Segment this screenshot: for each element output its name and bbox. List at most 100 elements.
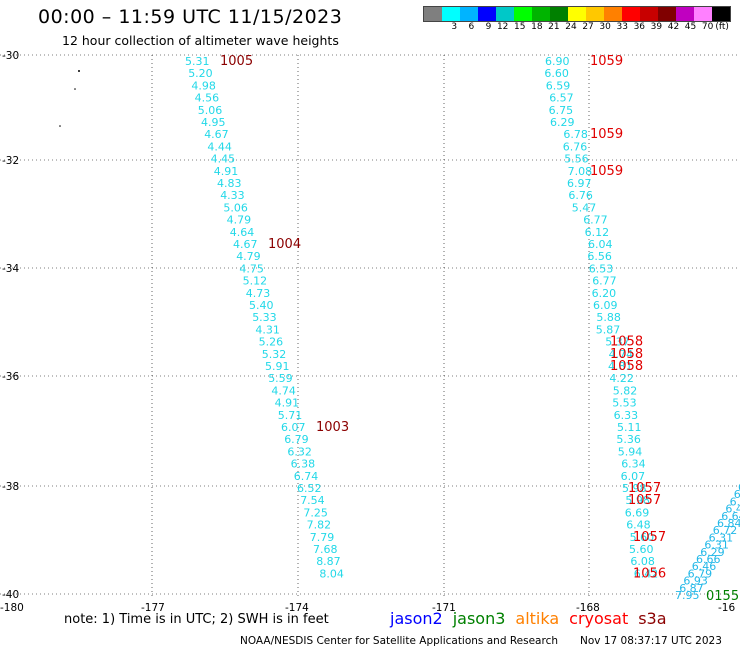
legend-tick-label: 45 [684, 22, 697, 32]
wave-height-label: 6.56 [587, 250, 612, 263]
chart-title: 00:00 – 11:59 UTC 11/15/2023 [38, 6, 343, 28]
legend-tick-label: 30 [599, 22, 611, 32]
wave-height-label: 6.29 [700, 546, 725, 559]
wave-height-label: 5.47 [572, 201, 597, 214]
wave-height-label: 6.09 [593, 299, 618, 312]
wave-height-label: 6.75 [549, 104, 574, 117]
time-label: 1004 [268, 237, 301, 252]
lon-tick-label: -180 [0, 602, 24, 614]
wave-height-label: 5.06 [223, 201, 248, 214]
wave-height-label: 7.54 [300, 494, 325, 507]
axis-ticks: -30 -32 -34 -36 -38 -40-180 -177 -174 -171 -168 -1… [0, 50, 735, 614]
wave-height-label: 5.11 [617, 421, 642, 434]
time-label: 1057 [628, 493, 661, 508]
satellite-cryosat: cryosat [569, 609, 629, 628]
legend-tick-label: 33 [616, 22, 628, 32]
wave-height-label: 8.87 [316, 555, 341, 568]
wave-height-label: 6.79 [284, 433, 309, 446]
legend-tick-label: 27 [582, 22, 594, 32]
lon-tick-label: -16 [718, 602, 735, 614]
wave-height-label: 7.25 [303, 506, 328, 519]
legend-swatch [442, 7, 460, 21]
wave-height-label: 5.88 [596, 311, 621, 324]
legend-swatch [424, 7, 442, 21]
wave-height-label: 4.81 [608, 360, 633, 373]
lon-tick-label: -177 [141, 602, 165, 614]
wave-height-label: 5.87 [596, 323, 621, 336]
legend-tick-label: 15 [514, 22, 526, 32]
time-label: 1058 [610, 347, 643, 362]
wave-height-label: 5.26 [259, 336, 284, 349]
wave-height-label: 5.31 [185, 55, 210, 68]
wave-height-label: 5.71 [278, 409, 303, 422]
wave-height-label: 5.06 [198, 104, 223, 117]
wave-height-label: 5.36 [616, 433, 641, 446]
wave-height-label: 6.34 [621, 458, 646, 471]
chart-subtitle: 12 hour collection of altimeter wave hei… [62, 33, 339, 48]
wave-height-label: 6.97 [567, 177, 592, 190]
legend-tick-label: 21 [548, 22, 560, 32]
wave-height-label: 6.52 [297, 482, 322, 495]
wave-height-label: 4.91 [214, 165, 239, 178]
legend-swatch [568, 7, 586, 21]
wave-height-label: 7.79 [310, 531, 335, 544]
wave-height-label: 6.76 [563, 140, 588, 153]
wave-height-label: 4.75 [239, 262, 264, 275]
track-2: 7.956.876.936.796.466.666.296.316.316.72… [675, 481, 740, 604]
wave-height-label: 4.31 [255, 323, 280, 336]
legend-tick-label: 12 [496, 22, 509, 32]
wave-height-label: 6.80 [738, 481, 740, 494]
wave-height-label: 4.45 [211, 153, 236, 166]
wave-height-label: 6.66 [696, 553, 721, 566]
time-label: 1059 [590, 54, 623, 69]
legend-swatch [604, 7, 622, 21]
wave-height-label: 6.08 [630, 555, 655, 568]
wave-height-label: 4.91 [275, 397, 300, 410]
wave-height-label: 5.32 [262, 348, 287, 361]
wave-height-label: 6.59 [546, 79, 571, 92]
wave-height-label: 6.45 [725, 503, 740, 516]
wave-height-label: 4.33 [220, 189, 245, 202]
wave-height-label: 6.87 [679, 582, 704, 595]
wave-height-label: 4.98 [191, 79, 216, 92]
legend-unit: (ft) [715, 22, 729, 32]
legend-swatch [550, 7, 568, 21]
lat-tick-label: -36 [2, 371, 19, 383]
time-label: 1059 [590, 164, 623, 179]
wave-height-label: 5.60 [630, 531, 655, 544]
legend-tick-label: 70 [701, 22, 714, 32]
wave-height-label: 6.04 [588, 238, 613, 251]
wave-height-label: 5.91 [265, 360, 290, 373]
lon-tick-label: -174 [285, 602, 309, 614]
wave-height-label: 6.76 [568, 189, 593, 202]
lon-tick-label: -171 [432, 602, 456, 614]
track-1: 6.906.606.596.576.756.296.786.765.567.08… [544, 54, 666, 581]
satellite-legend: jason2 jason3 altika cryosat s3a [390, 609, 677, 628]
wave-height-label: 6.57 [549, 92, 574, 105]
satellite-jason2: jason2 [390, 609, 443, 628]
time-label: 1058 [610, 359, 643, 374]
legend-tick-label: 6 [468, 22, 475, 32]
wave-height-label: 6.79 [688, 567, 713, 580]
wave-height-label: 6.78 [563, 128, 588, 141]
lon-tick-label: -168 [576, 602, 600, 614]
satellite-altika: altika [515, 609, 560, 628]
wave-height-label: 5.94 [618, 445, 643, 458]
wave-height-label: 5.59 [268, 372, 293, 385]
wave-height-label: 4.67 [233, 238, 258, 251]
wave-height-label: 8.04 [319, 567, 344, 580]
lat-tick-label: -32 [2, 155, 19, 167]
wave-height-label: 6.60 [544, 67, 569, 80]
wave-height-label: 6.64 [721, 510, 740, 523]
satellite-tracks: 5.315.204.984.565.064.954.674.444.454.91… [185, 54, 740, 604]
wave-height-label: 6.77 [592, 275, 617, 288]
land-dots [59, 70, 80, 127]
wave-height-label: 4.74 [271, 384, 296, 397]
wave-height-label: 6.69 [625, 506, 650, 519]
time-label: 1059 [590, 127, 623, 142]
wave-height-label: 6.33 [614, 409, 639, 422]
legend-tick-label: 18 [531, 22, 543, 32]
legend-swatch [496, 7, 514, 21]
legend-tick-label: 42 [667, 22, 680, 32]
wave-height-label: 6.20 [592, 287, 617, 300]
